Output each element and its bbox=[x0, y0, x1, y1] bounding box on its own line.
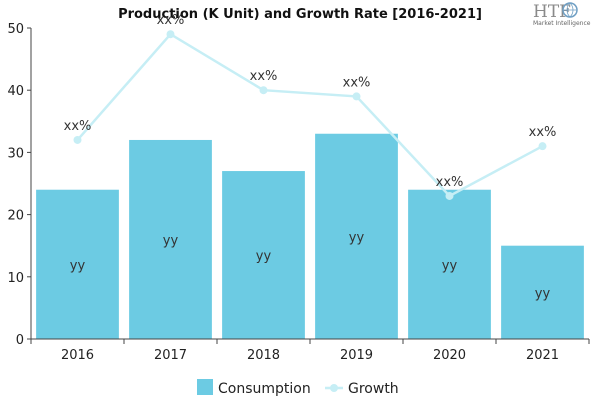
globe-lines-icon bbox=[563, 2, 577, 18]
x-tick-label: 2020 bbox=[433, 348, 466, 363]
legend-marker-growth bbox=[330, 384, 338, 392]
line-point-growth bbox=[445, 191, 454, 200]
bar-data-label: yy bbox=[163, 233, 179, 248]
y-tick-label: 30 bbox=[7, 146, 24, 161]
bar-consumption bbox=[315, 133, 398, 339]
x-tick-label: 2017 bbox=[154, 348, 187, 363]
line-point-growth bbox=[538, 142, 547, 151]
chart-title: Production (K Unit) and Growth Rate [201… bbox=[118, 7, 482, 22]
line-data-label: xx% bbox=[64, 119, 92, 134]
bar-consumption bbox=[36, 189, 119, 339]
line-data-label: xx% bbox=[250, 69, 278, 84]
line-data-label: xx% bbox=[529, 125, 557, 140]
bar-consumption bbox=[129, 139, 212, 339]
line-data-label: xx% bbox=[436, 175, 464, 190]
bar-series: yy yy yy yy yy yy bbox=[36, 133, 584, 339]
htf-logo: HTF Market Intelligence bbox=[533, 2, 591, 27]
bar-data-label: yy bbox=[256, 249, 272, 264]
line-point-growth bbox=[352, 92, 361, 101]
logo-subtitle: Market Intelligence bbox=[533, 20, 591, 27]
bar-data-label: yy bbox=[535, 286, 551, 301]
bar-data-label: yy bbox=[349, 230, 365, 245]
line-point-growth bbox=[259, 86, 268, 95]
bar-consumption bbox=[222, 171, 305, 339]
legend: Consumption Growth bbox=[197, 379, 399, 397]
line-data-label: xx% bbox=[157, 13, 185, 28]
legend-label-growth: Growth bbox=[348, 381, 399, 397]
x-axis: 2016 2017 2018 2019 2020 2021 bbox=[30, 338, 590, 363]
bar-consumption bbox=[501, 245, 584, 339]
x-tick-label: 2016 bbox=[61, 348, 94, 363]
x-tick-label: 2018 bbox=[247, 348, 280, 363]
legend-label-consumption: Consumption bbox=[218, 381, 311, 397]
line-point-growth bbox=[166, 30, 175, 39]
line-data-label: xx% bbox=[343, 75, 371, 90]
bar-data-label: yy bbox=[70, 258, 86, 273]
y-tick-label: 0 bbox=[16, 333, 24, 348]
line-series: xx% xx% xx% xx% xx% xx% bbox=[64, 13, 557, 200]
line-growth bbox=[76, 32, 544, 198]
y-tick-label: 50 bbox=[7, 22, 24, 37]
bar-consumption bbox=[408, 189, 491, 339]
y-tick-label: 20 bbox=[7, 209, 24, 224]
x-tick-label: 2019 bbox=[340, 348, 373, 363]
y-tick-label: 40 bbox=[7, 84, 24, 99]
x-tick-label: 2021 bbox=[526, 348, 559, 363]
bar-data-label: yy bbox=[442, 258, 458, 273]
y-tick-label: 10 bbox=[7, 271, 24, 286]
y-axis: 0 10 20 30 40 50 bbox=[7, 22, 32, 348]
legend-swatch-consumption bbox=[197, 379, 213, 395]
line-point-growth bbox=[73, 135, 82, 144]
logo-brand: HTF bbox=[533, 2, 571, 22]
